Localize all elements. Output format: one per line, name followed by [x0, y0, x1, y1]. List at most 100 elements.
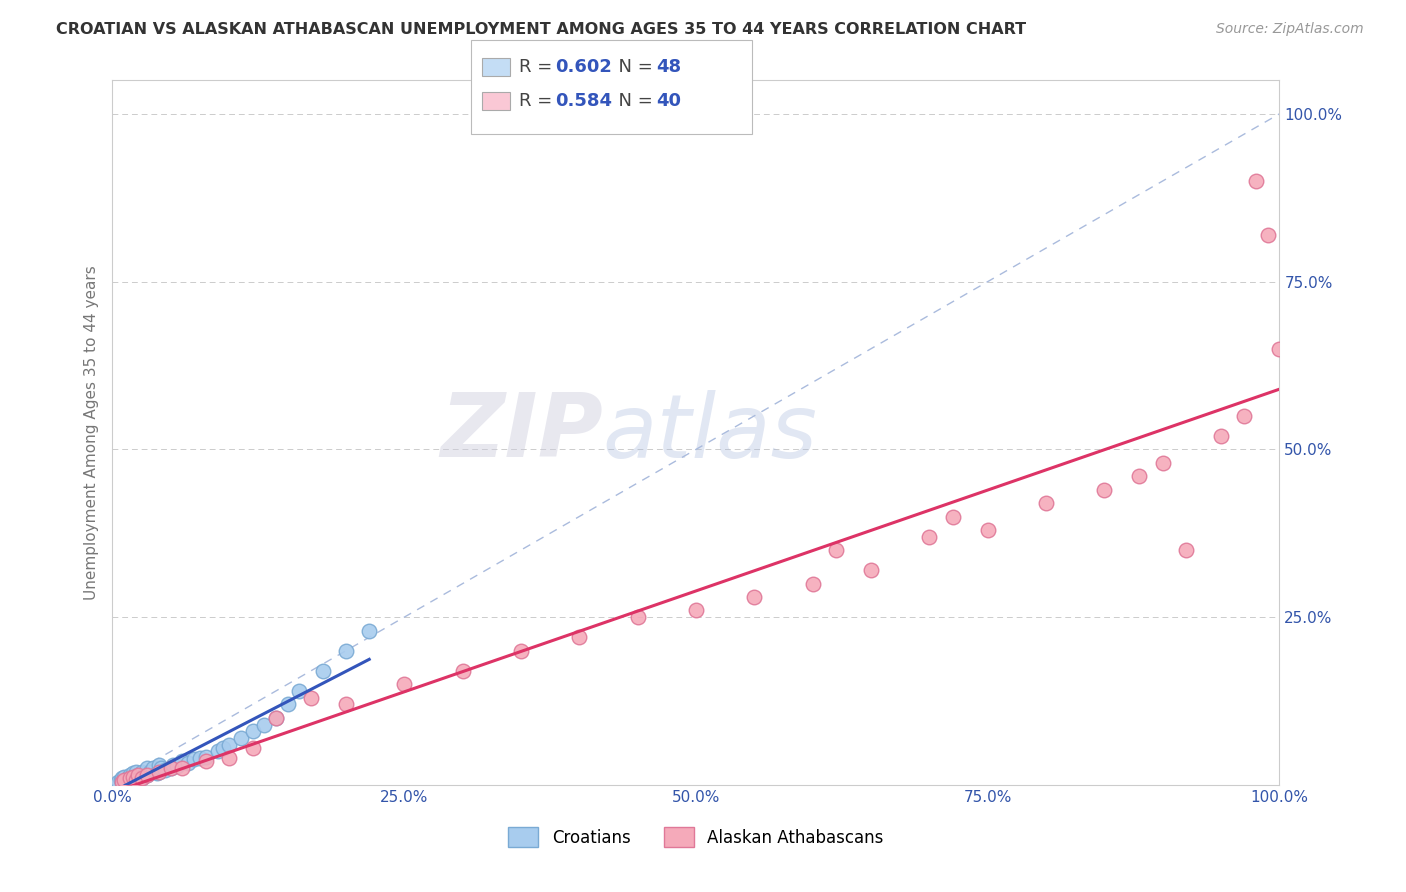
Point	[136, 761, 159, 775]
Point	[1035, 496, 1057, 510]
Point	[288, 684, 311, 698]
Point	[148, 764, 170, 779]
Point	[299, 690, 322, 705]
Point	[131, 771, 153, 785]
Point	[451, 664, 474, 678]
Point	[172, 761, 194, 775]
Point	[131, 764, 153, 779]
Point	[509, 644, 531, 658]
Point	[125, 770, 148, 784]
Point	[122, 770, 145, 784]
Point	[194, 755, 217, 769]
Text: R =: R =	[519, 92, 558, 110]
Y-axis label: Unemployment Among Ages 35 to 44 years: Unemployment Among Ages 35 to 44 years	[83, 265, 98, 600]
Point	[1244, 174, 1267, 188]
Point	[188, 751, 211, 765]
Point	[131, 771, 153, 785]
Point	[976, 523, 998, 537]
Point	[122, 771, 145, 785]
Point	[125, 764, 148, 779]
Point	[111, 774, 134, 789]
Text: 48: 48	[657, 58, 682, 76]
Point	[148, 757, 170, 772]
Point	[942, 509, 965, 524]
Text: 40: 40	[657, 92, 682, 110]
Point	[160, 761, 183, 775]
Point	[253, 717, 276, 731]
Text: CROATIAN VS ALASKAN ATHABASCAN UNEMPLOYMENT AMONG AGES 35 TO 44 YEARS CORRELATIO: CROATIAN VS ALASKAN ATHABASCAN UNEMPLOYM…	[56, 22, 1026, 37]
Point	[136, 768, 159, 782]
Point	[115, 773, 138, 788]
Point	[276, 698, 298, 712]
Text: N =: N =	[607, 58, 659, 76]
Point	[177, 756, 200, 771]
Point	[117, 771, 139, 785]
Point	[134, 765, 156, 780]
Point	[1128, 469, 1150, 483]
Point	[118, 772, 141, 787]
Point	[335, 644, 357, 658]
Point	[183, 752, 205, 766]
Point	[110, 772, 132, 787]
Point	[111, 774, 134, 789]
Point	[311, 664, 333, 678]
Point	[146, 765, 169, 780]
Point	[112, 773, 135, 788]
Point	[1257, 227, 1279, 242]
Point	[218, 751, 240, 765]
Point	[1094, 483, 1116, 497]
Point	[825, 543, 848, 558]
Point	[127, 768, 149, 782]
Point	[264, 711, 287, 725]
Text: Source: ZipAtlas.com: Source: ZipAtlas.com	[1216, 22, 1364, 37]
Point	[125, 772, 148, 787]
Point	[685, 603, 707, 617]
Point	[394, 677, 416, 691]
Point	[162, 757, 184, 772]
Text: N =: N =	[607, 92, 659, 110]
Point	[1209, 429, 1232, 443]
Point	[112, 772, 135, 787]
Point	[139, 764, 162, 779]
Point	[1268, 342, 1291, 356]
Point	[918, 530, 941, 544]
Point	[359, 624, 381, 638]
Point	[801, 576, 824, 591]
Point	[860, 563, 883, 577]
Point	[118, 771, 141, 785]
Text: atlas: atlas	[603, 390, 817, 475]
Point	[172, 755, 194, 769]
Point	[194, 749, 217, 764]
Point	[153, 763, 176, 777]
Point	[125, 774, 148, 789]
Text: ZIP: ZIP	[440, 389, 603, 476]
Point	[112, 770, 135, 784]
Point	[242, 741, 264, 756]
Point	[166, 759, 188, 773]
Point	[264, 711, 287, 725]
Point	[229, 731, 252, 745]
Point	[207, 744, 229, 758]
Point	[212, 741, 235, 756]
Point	[136, 768, 159, 782]
Point	[122, 765, 145, 780]
Point	[744, 590, 766, 604]
Point	[142, 761, 165, 775]
Point	[218, 738, 240, 752]
Text: 0.602: 0.602	[555, 58, 612, 76]
Point	[1175, 543, 1198, 558]
Point	[1233, 409, 1256, 423]
Point	[242, 724, 264, 739]
Point	[127, 768, 149, 782]
Point	[335, 698, 357, 712]
Point	[1152, 456, 1174, 470]
Point	[627, 610, 650, 624]
Point	[150, 761, 173, 775]
Text: R =: R =	[519, 58, 558, 76]
Legend: Croatians, Alaskan Athabascans: Croatians, Alaskan Athabascans	[502, 821, 890, 855]
Point	[118, 768, 141, 782]
Point	[111, 771, 134, 785]
Point	[107, 774, 129, 789]
Point	[568, 630, 591, 644]
Point	[148, 764, 170, 779]
